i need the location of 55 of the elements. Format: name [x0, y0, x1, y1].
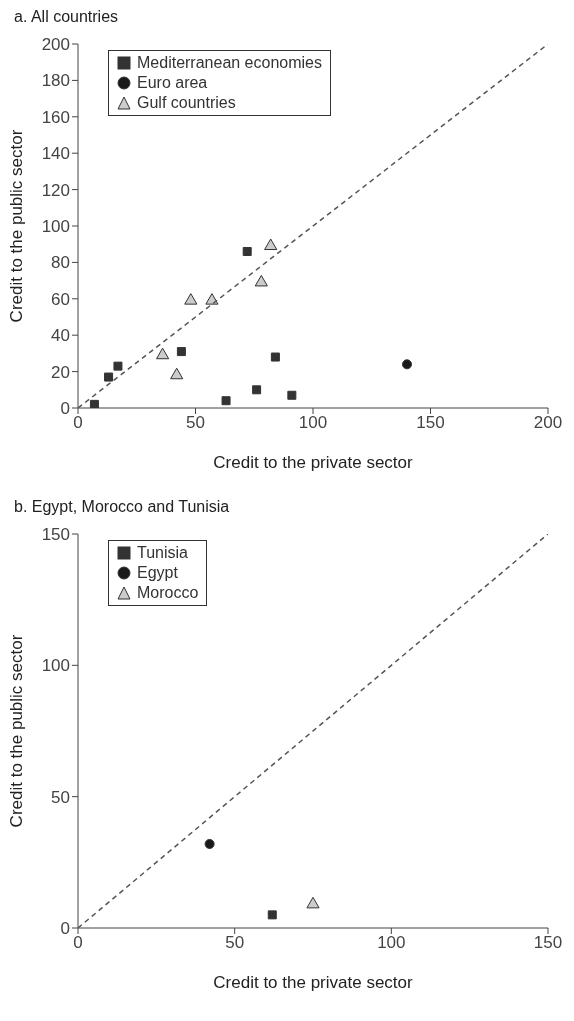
y-tick-label: 0: [60, 399, 70, 419]
legend-label: Egypt: [137, 563, 178, 583]
y-tick-label: 0: [60, 919, 70, 939]
y-tick-label: 160: [41, 107, 70, 127]
y-tick-label: 200: [41, 35, 70, 55]
point: [267, 910, 277, 920]
point: [252, 385, 262, 395]
y-tick-label: 40: [51, 326, 70, 346]
x-tick-label: 0: [73, 933, 83, 953]
point: [254, 274, 268, 287]
point: [242, 246, 252, 256]
point: [104, 372, 114, 382]
point: [176, 347, 186, 357]
x-tick-label: 50: [186, 413, 205, 433]
point: [89, 399, 99, 408]
point: [401, 359, 413, 370]
y-tick-label: 80: [51, 253, 70, 273]
y-tick-label: 100: [41, 217, 70, 237]
point: [184, 293, 198, 305]
x-tick-label: 150: [416, 413, 445, 433]
point: [170, 367, 184, 380]
y-tick-label: 140: [41, 144, 70, 164]
x-tick-label: 100: [377, 933, 406, 953]
point: [270, 352, 280, 362]
y-tick-label: 20: [51, 362, 70, 382]
x-axis-title: Credit to the private sector: [213, 973, 414, 993]
x-tick-label: 0: [73, 413, 83, 433]
point: [156, 347, 170, 360]
point: [264, 238, 278, 251]
point: [113, 361, 123, 371]
point: [205, 293, 219, 305]
y-tick-label: 50: [51, 787, 70, 807]
x-tick-label: 200: [533, 413, 563, 433]
point: [306, 896, 320, 909]
legend-label: Gulf countries: [137, 93, 236, 113]
point: [204, 838, 215, 849]
legend-label: Tunisia: [137, 543, 188, 563]
legend-label: Morocco: [137, 583, 199, 603]
point: [221, 396, 231, 406]
legend-label: Euro area: [137, 73, 208, 93]
x-axis-title: Credit to the private sector: [213, 453, 414, 473]
chart-title: b. Egypt, Morocco and Tunisia: [14, 498, 231, 517]
x-tick-label: 50: [225, 933, 245, 953]
y-tick-label: 180: [41, 71, 70, 91]
y-axis-title: Credit to the public sector: [7, 634, 27, 828]
point: [287, 390, 297, 400]
y-tick-label: 120: [41, 180, 70, 200]
x-tick-label: 100: [298, 413, 328, 433]
y-tick-label: 100: [41, 656, 70, 676]
x-tick-label: 150: [533, 933, 563, 953]
chart-title: a. All countries: [14, 8, 120, 27]
legend-label: Mediterranean economies: [137, 53, 322, 73]
y-axis-title: Credit to the public sector: [7, 129, 27, 323]
y-tick-label: 150: [41, 525, 70, 545]
y-tick-label: 60: [51, 289, 70, 309]
